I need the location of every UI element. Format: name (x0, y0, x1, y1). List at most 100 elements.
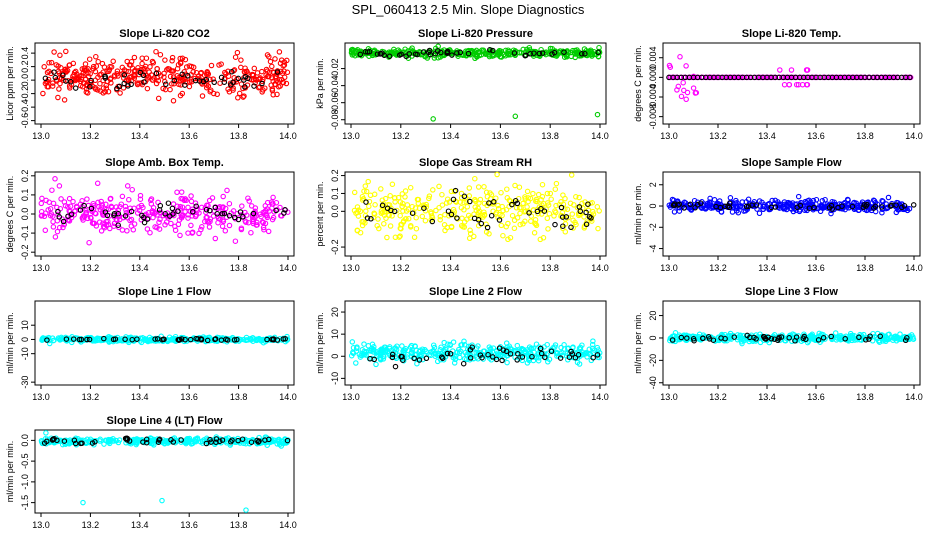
y-tick-label: 10 (20, 320, 30, 330)
data-point (690, 336, 697, 342)
chart-panel-8: Slope Line 2 Flow 13.0 13.2 13.4 13.6 13.8 14.… (315, 286, 609, 402)
data-point (671, 201, 678, 207)
data-point (445, 341, 451, 347)
data-point (365, 178, 371, 185)
data-point (181, 76, 187, 82)
data-point (583, 221, 590, 228)
data-point (90, 66, 97, 72)
data-point (350, 350, 357, 357)
data-point (86, 56, 93, 62)
data-point (378, 210, 385, 216)
data-point (146, 334, 153, 341)
data-point (152, 336, 158, 342)
x-tick-label: 14.0 (279, 263, 297, 273)
data-point (241, 77, 247, 83)
y-tick-label: 0.0 (20, 74, 30, 87)
y-axis-label: ml/min per min. (5, 312, 15, 374)
data-point (122, 336, 128, 343)
data-point (82, 61, 89, 67)
data-point (433, 207, 439, 214)
data-point (562, 195, 568, 202)
data-point (458, 190, 465, 197)
data-point (595, 347, 601, 353)
data-point (88, 215, 94, 221)
data-point (240, 214, 246, 220)
data-point (169, 337, 176, 343)
data-point (254, 70, 261, 76)
data-point (806, 205, 813, 211)
x-tick-label: 13.6 (180, 131, 198, 141)
data-point (73, 76, 80, 83)
panel-title: Slope Li-820 Pressure (418, 28, 533, 40)
data-point (182, 82, 188, 88)
data-point (558, 199, 564, 205)
data-point (204, 214, 210, 221)
data-point (389, 181, 396, 188)
y-tick-label: -0.1 (20, 225, 30, 241)
data-point (553, 180, 560, 187)
data-point (265, 228, 272, 235)
data-point (533, 222, 540, 229)
data-point (829, 206, 836, 212)
data-point (539, 50, 546, 56)
data-point (885, 331, 891, 338)
data-point (552, 186, 559, 192)
data-point (543, 49, 549, 55)
data-point (573, 194, 579, 200)
data-point (104, 212, 111, 219)
data-point (392, 345, 399, 351)
data-point (838, 333, 844, 339)
x-tick-label: 13.2 (82, 263, 100, 273)
data-point (690, 85, 697, 91)
data-point (169, 54, 176, 61)
data-point (700, 335, 706, 341)
data-point (436, 183, 442, 190)
data-point (155, 95, 162, 102)
data-point (897, 331, 903, 337)
data-point (503, 348, 510, 355)
data-point (84, 196, 90, 202)
data-point (804, 198, 811, 204)
data-point (454, 216, 461, 222)
data-point (495, 49, 501, 56)
data-point (144, 85, 151, 92)
x-tick-label: 13.2 (392, 263, 410, 273)
data-point (560, 223, 566, 229)
data-point (389, 354, 396, 361)
data-point (798, 199, 804, 206)
data-point (458, 342, 464, 348)
data-point (193, 438, 199, 445)
data-point (274, 91, 280, 98)
data-point (438, 49, 444, 56)
data-point (241, 93, 247, 99)
data-point (414, 51, 420, 58)
data-point (231, 337, 238, 343)
data-point (479, 354, 485, 361)
data-point (568, 224, 574, 231)
data-point (71, 437, 78, 444)
data-point (716, 198, 723, 204)
data-point (223, 70, 229, 77)
data-point (162, 211, 168, 217)
data-point (196, 230, 202, 237)
data-point (168, 81, 175, 87)
x-tick-label: 13.8 (230, 392, 248, 402)
data-point (908, 332, 915, 338)
y-tick-label: -0.2 (330, 239, 340, 255)
data-point (560, 225, 566, 232)
data-point (537, 345, 544, 352)
data-point (456, 346, 462, 353)
data-point (204, 337, 211, 344)
data-point (114, 68, 121, 74)
data-point (206, 224, 213, 230)
data-point (259, 80, 265, 87)
data-point (844, 196, 851, 203)
data-point (415, 196, 422, 203)
data-point (264, 52, 271, 58)
data-point (276, 49, 283, 55)
data-point (528, 218, 534, 224)
data-point (475, 184, 482, 190)
data-point (505, 220, 511, 227)
data-point (248, 439, 255, 445)
chart-panel-1: Slope Li-820 CO2 13.0 13.2 13.4 13.6 13.8 14.0… (5, 28, 297, 141)
